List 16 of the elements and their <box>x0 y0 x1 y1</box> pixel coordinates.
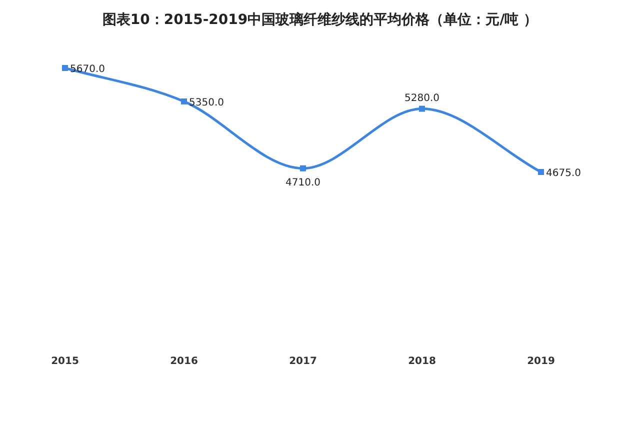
point <box>62 65 68 71</box>
data-label: 4710.0 <box>286 177 320 188</box>
data-label: 5670.0 <box>70 64 105 75</box>
data-label: 5280.0 <box>404 92 440 104</box>
x-tick-label: 2019 <box>527 356 555 367</box>
x-tick-label: 2018 <box>408 356 436 367</box>
chart-title: 图表10：2015-2019中国玻璃纤维纱线的平均价格（单位：元/吨 ） <box>102 11 538 28</box>
point <box>538 169 544 175</box>
point <box>300 165 306 172</box>
x-tick-label: 2017 <box>289 356 317 367</box>
data-label: 4675.0 <box>546 168 581 179</box>
x-tick-label: 2015 <box>51 356 79 367</box>
point <box>419 106 425 112</box>
data-label: 5350.0 <box>189 97 224 108</box>
x-tick-label: 2016 <box>170 356 198 367</box>
point <box>181 98 187 104</box>
